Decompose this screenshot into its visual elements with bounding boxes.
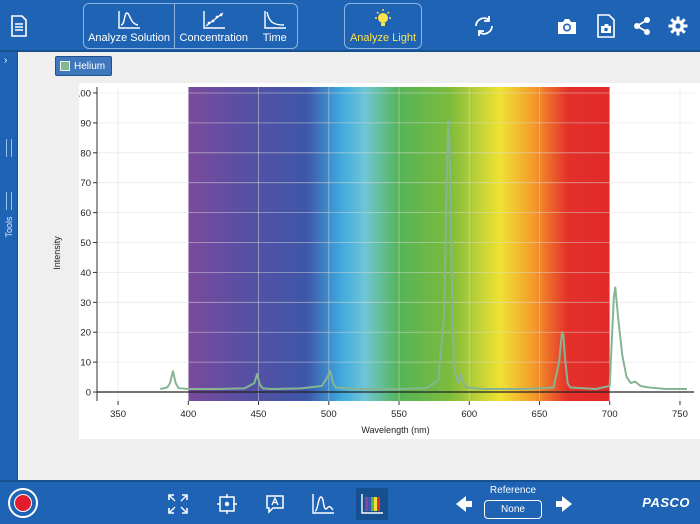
- grip-handle-icon: [6, 192, 12, 210]
- document-icon[interactable]: [3, 10, 35, 42]
- spectrum-plot[interactable]: 350 400 450 500 550 600 650 700 750 0 10 20 30 40 50 60…: [52, 83, 700, 439]
- time-button[interactable]: Time: [252, 4, 297, 48]
- spectrum-chart[interactable]: 350 400 450 500 550 600 650 700 750 0 10 20 30 40 50 60…: [79, 83, 700, 439]
- axes: [93, 87, 694, 405]
- concentration-graph-icon: [203, 11, 225, 29]
- helium-series: [159, 118, 687, 390]
- legend-helium[interactable]: Helium: [55, 56, 113, 76]
- y-tick-label: 60: [80, 208, 91, 219]
- y-tick-label: 30: [80, 298, 91, 309]
- y-tick-label: 20: [80, 328, 91, 339]
- x-axis-title: Wavelength (nm): [361, 425, 429, 435]
- time-graph-icon: [264, 11, 286, 29]
- tick-labels: 350 400 450 500 550 600 650 700 750 0 10 20 30 40 50 60…: [79, 88, 688, 435]
- y-tick-label: 40: [80, 268, 91, 279]
- time-label: Time: [262, 32, 287, 44]
- refresh-cycle-icon[interactable]: [468, 10, 500, 42]
- x-tick-label: 500: [321, 409, 337, 420]
- analysis-mode-group: Analyze Solution Concentration Time: [83, 3, 298, 49]
- legend-label: Helium: [74, 60, 106, 72]
- tools-label: Tools: [4, 216, 14, 238]
- analyze-light-group: Analyze Light: [344, 3, 422, 49]
- camera-icon[interactable]: [551, 10, 583, 42]
- record-button[interactable]: [8, 488, 38, 518]
- reference-title: Reference: [489, 485, 537, 496]
- y-tick-label: 80: [80, 148, 91, 159]
- reference-select[interactable]: None: [484, 500, 542, 519]
- bottom-toolbar: Reference None PASCO: [0, 480, 700, 524]
- graph-tools-icon[interactable]: [307, 488, 339, 520]
- y-tick-label: 90: [80, 118, 91, 129]
- previous-arrow-icon[interactable]: [454, 494, 474, 514]
- scale-to-fit-icon[interactable]: [162, 488, 194, 520]
- next-arrow-icon[interactable]: [554, 494, 574, 514]
- concentration-label: Concentration: [179, 32, 249, 44]
- x-tick-label: 700: [602, 409, 618, 420]
- x-tick-label: 600: [461, 409, 477, 420]
- series-line-helium: [159, 118, 687, 390]
- expand-arrow-icon: ›: [4, 55, 8, 66]
- graph-display: Helium: [19, 52, 700, 480]
- x-tick-label: 650: [532, 409, 548, 420]
- grid-lines: [97, 87, 694, 401]
- analyze-solution-button[interactable]: Analyze Solution: [84, 4, 174, 48]
- spectrum-display-icon[interactable]: [356, 488, 388, 520]
- analyze-solution-label: Analyze Solution: [88, 32, 171, 44]
- top-toolbar: Analyze Solution Concentration Time Anal…: [0, 0, 700, 52]
- grip-handle-icon: [6, 139, 12, 157]
- analyze-light-button[interactable]: Analyze Light: [345, 4, 421, 48]
- x-tick-label: 350: [110, 409, 126, 420]
- absorbance-graph-icon: [118, 11, 141, 29]
- legend-swatch: [60, 61, 70, 71]
- record-dot-icon: [14, 494, 32, 512]
- y-tick-label: 10: [80, 358, 91, 369]
- x-tick-label: 750: [672, 409, 688, 420]
- y-tick-label: 70: [80, 178, 91, 189]
- x-tick-label: 400: [180, 409, 196, 420]
- coordinate-tool-icon[interactable]: [211, 488, 243, 520]
- concentration-button[interactable]: Concentration: [175, 4, 252, 48]
- y-tick-label: 100: [79, 88, 91, 99]
- lightbulb-icon: [375, 9, 391, 26]
- gear-icon[interactable]: [662, 10, 694, 42]
- tools-panel-toggle[interactable]: › Tools: [0, 52, 18, 480]
- toolbar-divider: [174, 4, 176, 48]
- pasco-logo: PASCO: [642, 495, 690, 510]
- x-tick-label: 450: [251, 409, 267, 420]
- annotation-icon[interactable]: [259, 488, 291, 520]
- share-icon[interactable]: [626, 10, 658, 42]
- analyze-light-label: Analyze Light: [349, 32, 417, 44]
- y-tick-label: 0: [86, 388, 91, 399]
- y-axis-title: Intensity: [52, 236, 62, 270]
- y-tick-label: 50: [80, 238, 91, 249]
- snapshot-document-icon[interactable]: [590, 10, 622, 42]
- x-tick-label: 550: [391, 409, 407, 420]
